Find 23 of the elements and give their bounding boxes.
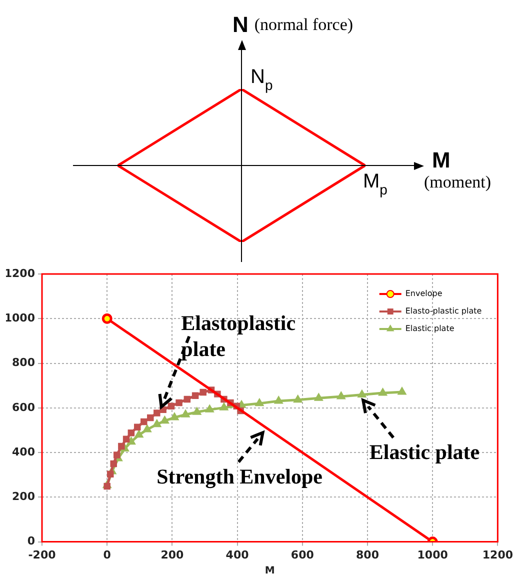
legend-label: Elastic plate [405, 324, 454, 334]
x-axis-title: M [264, 566, 275, 577]
x-tick-label: 400 [226, 548, 250, 562]
x-tick-label: 800 [356, 548, 380, 562]
x-tick-label: 1000 [417, 548, 448, 562]
x-tick-label: -200 [28, 548, 56, 562]
y-axis-title: N [232, 12, 248, 37]
x-axis-title: M [432, 148, 450, 172]
y-tick-label: 400 [12, 445, 36, 458]
text: (moment) [424, 172, 492, 192]
y-tick-label: 0 [27, 534, 36, 548]
y-tick-label: 800 [12, 356, 36, 370]
x-tick-label: 1200 [482, 548, 514, 562]
annotation: Elastic plate [369, 440, 480, 464]
x-tick-label: 600 [290, 548, 314, 562]
x-tick-label: 0 [103, 548, 112, 562]
annotation: Strength Envelope [156, 464, 322, 488]
y-tick-label: 600 [12, 400, 36, 414]
text: (normal force) [254, 15, 354, 34]
legend-label: Envelope [405, 289, 442, 298]
x-tick-label: 200 [160, 548, 184, 562]
y-tick-label: 200 [12, 490, 36, 504]
legend-label: Elasto-plastic plate [405, 306, 482, 316]
